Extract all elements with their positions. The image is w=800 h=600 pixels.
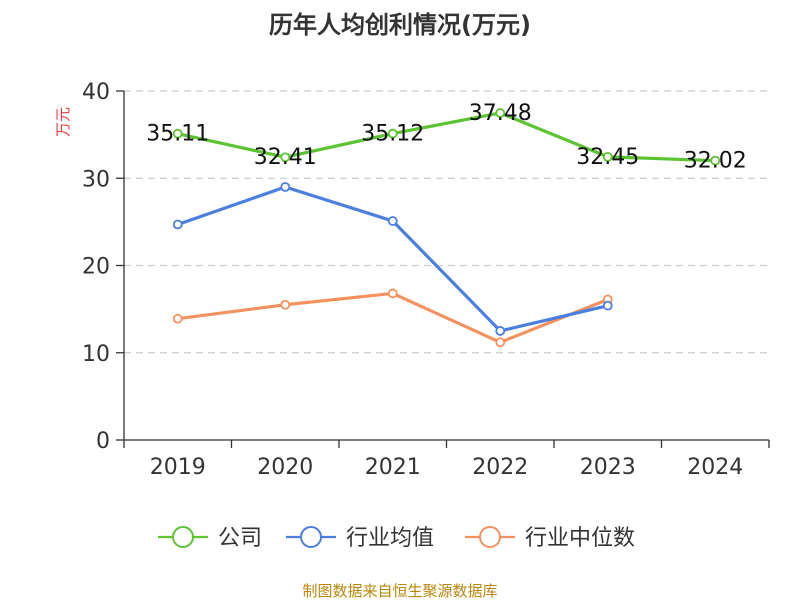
legend-marker-2 [479, 526, 501, 548]
legend-label-1: 行业均值 [346, 526, 434, 551]
y-axis-label: 万元 [54, 107, 72, 137]
series-line-2 [177, 291, 609, 344]
y-tick-label-40: 40 [82, 80, 110, 105]
x-tick-label-2021: 2021 [365, 455, 421, 480]
point-1-2020 [280, 182, 291, 192]
series-line-0 [177, 111, 716, 163]
legend-item-2[interactable]: 行业中位数 [465, 526, 635, 551]
series-lines [172, 108, 721, 348]
point-2-2020 [280, 299, 291, 310]
y-tick-label-20: 20 [82, 255, 110, 280]
legend-label-2: 行业中位数 [525, 526, 635, 551]
legend-marker-1 [300, 526, 322, 548]
point-1-2021 [387, 216, 398, 226]
x-tick-label-2023: 2023 [580, 455, 636, 480]
legend-item-1[interactable]: 行业均值 [286, 526, 434, 551]
point-2-2022 [495, 337, 506, 348]
x-tick-label-2022: 2022 [472, 455, 528, 480]
point-0-2021 [387, 128, 398, 139]
data-label-2021: 35.12 [361, 122, 424, 147]
point-2-2019 [172, 313, 183, 324]
legend-marker-0 [172, 526, 194, 548]
data-label-2019: 35.11 [146, 122, 209, 147]
y-tick-label-0: 0 [96, 429, 110, 454]
axes: 0 10 20 30 40 2019 2020 2021 2022 2023 2024 [82, 80, 770, 480]
data-label-2022: 37.48 [469, 101, 532, 126]
point-1-2019 [172, 219, 183, 230]
y-tick-label-10: 10 [82, 342, 110, 367]
point-2-2021 [387, 288, 398, 299]
x-tick-label-2024: 2024 [687, 455, 743, 480]
data-label-2020: 32.41 [254, 145, 317, 170]
x-tick-label-2020: 2020 [257, 455, 313, 480]
y-tick-label-30: 30 [82, 167, 110, 192]
point-0-2020 [280, 152, 291, 163]
data-labels: 35.11 32.41 35.12 37.48 32.45 32.02 [146, 101, 746, 174]
legend-label-0: 公司 [218, 526, 262, 551]
point-1-2022 [495, 326, 506, 336]
data-label-2023: 32.45 [576, 145, 639, 170]
chart-title: 历年人均创利情况(万元) [269, 11, 531, 39]
x-tick-label-2019: 2019 [150, 455, 206, 480]
point-0-2024 [710, 155, 721, 166]
data-label-2024: 32.02 [684, 149, 747, 174]
source-note: 制图数据来自恒生聚源数据库 [302, 582, 497, 600]
point-0-2022 [495, 108, 506, 118]
legend[interactable]: 公司 行业均值 行业中位数 [158, 526, 635, 551]
point-1-2023 [602, 300, 613, 311]
legend-item-0[interactable]: 公司 [158, 526, 262, 551]
point-0-2019 [172, 128, 183, 139]
point-0-2023 [602, 151, 613, 162]
